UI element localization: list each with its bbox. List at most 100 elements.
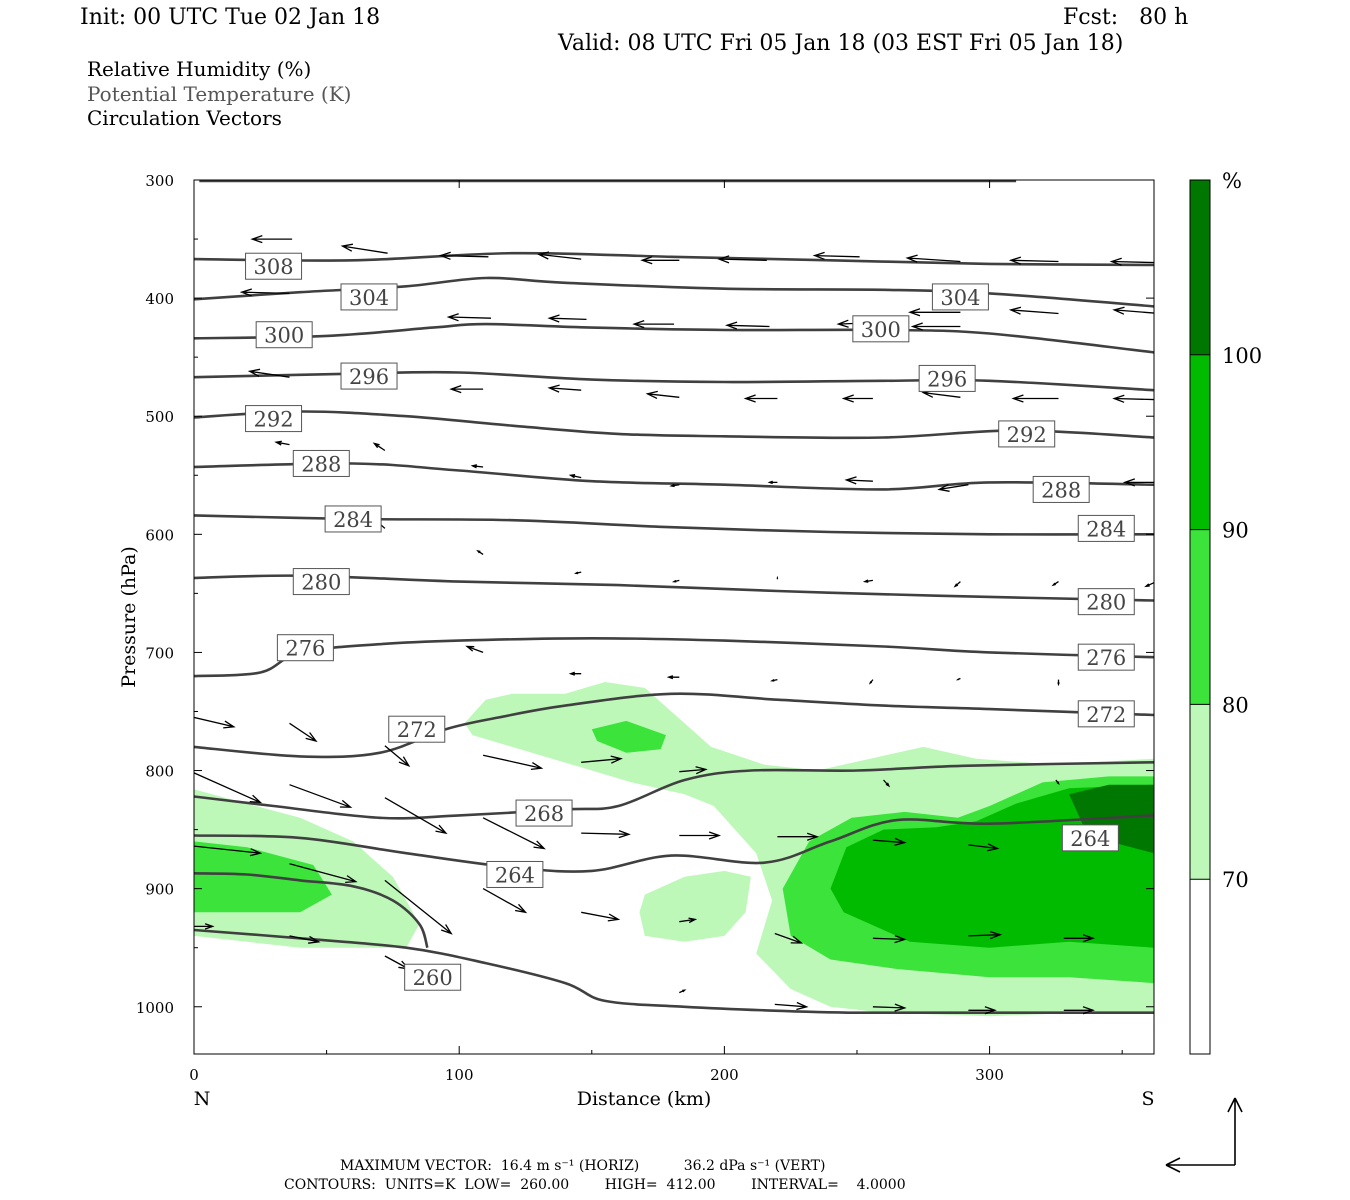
contour-label-box <box>292 449 350 477</box>
circulation-vector <box>547 314 587 323</box>
contour-label-280: 280 <box>292 568 350 596</box>
circulation-vector <box>953 581 961 588</box>
init-time: Init: 00 UTC Tue 02 Jan 18 <box>80 5 381 30</box>
circulation-vector <box>581 911 621 922</box>
circulation-vector <box>640 256 680 265</box>
contour-label-box <box>292 568 350 596</box>
circulation-vector <box>872 934 907 944</box>
colorbar-layer: 100 90 80 70% <box>1189 169 1262 1055</box>
circulation-vector <box>679 989 687 994</box>
y-tick-label: 1000 <box>136 999 174 1017</box>
circulation-vector <box>438 251 489 260</box>
max-vector-text: MAXIMUM VECTOR: 16.4 m s⁻¹ (HORIZ) 36.2 … <box>340 1158 826 1174</box>
circulation-vector <box>1055 779 1060 786</box>
circulation-vector <box>908 308 961 317</box>
contour-label-296: 296 <box>340 362 398 390</box>
contour-label-text: 280 <box>1086 591 1126 615</box>
circulation-vector <box>679 917 698 924</box>
contour-label-276: 276 <box>276 634 334 662</box>
circulation-vector <box>194 716 236 729</box>
contour-label-text: 292 <box>1007 423 1047 447</box>
theta-contour-292 <box>194 410 1154 440</box>
contour-label-box <box>340 362 398 390</box>
circulation-vector <box>384 879 453 935</box>
theta-contour-256 <box>194 928 1154 1015</box>
colorbar-segment <box>1190 354 1210 530</box>
circulation-vector <box>777 832 820 841</box>
contour-label-text: 292 <box>254 408 294 432</box>
circulation-vector <box>340 243 388 254</box>
contour-label-box <box>1077 514 1135 542</box>
contour-label-text: 268 <box>524 802 564 826</box>
circulation-vector <box>581 829 631 839</box>
circulation-vector <box>812 251 860 260</box>
contour-label-272: 272 <box>388 715 446 743</box>
circulation-vector <box>645 390 680 399</box>
circulation-vector <box>482 817 546 850</box>
circulation-vector <box>449 384 484 394</box>
contour-label-292: 292 <box>998 420 1056 448</box>
contour-label-text: 264 <box>1070 827 1110 851</box>
circulation-vector <box>289 784 353 808</box>
colorbar-segment <box>1190 180 1210 355</box>
contour-label-box <box>1077 700 1135 728</box>
circulation-vector <box>669 483 680 488</box>
contour-label-text: 260 <box>413 966 453 990</box>
contour-label-308: 308 <box>245 252 303 280</box>
contour-label-box <box>388 715 446 743</box>
contour-label-288: 288 <box>292 449 350 477</box>
x-tick-label: 0 <box>189 1066 199 1084</box>
contour-label-text: 288 <box>1041 478 1081 502</box>
circulation-vector <box>547 384 582 393</box>
contour-label-text: 276 <box>285 637 325 661</box>
circulation-vector <box>568 671 582 676</box>
contour-label-text: 308 <box>254 255 294 279</box>
y-tick-label: 600 <box>145 526 174 544</box>
circulation-vector <box>743 394 778 403</box>
colorbar-segment <box>1190 704 1210 880</box>
circulation-vector <box>905 254 961 263</box>
contour-label-284: 284 <box>1077 514 1135 542</box>
contour-label-276: 276 <box>1077 643 1135 671</box>
contour-label-box <box>1061 824 1119 852</box>
colorbar-label: 100 <box>1222 344 1262 368</box>
circulation-vector <box>1008 256 1059 265</box>
circulation-vector <box>937 483 969 492</box>
circulation-vector <box>679 831 722 840</box>
circulation-vector <box>725 321 770 330</box>
contour-label-box <box>931 283 989 311</box>
circulation-vector <box>250 234 293 244</box>
legend-vectors: Circulation Vectors <box>87 106 282 130</box>
circulation-vector <box>384 745 411 768</box>
circulation-vector <box>770 678 778 682</box>
circulation-vector <box>910 322 961 331</box>
forecast-hour: Fcst: 80 h <box>1063 5 1189 30</box>
circulation-vector <box>968 843 1000 852</box>
theta-contour-260 <box>194 872 429 949</box>
y-tick-label: 300 <box>145 172 174 190</box>
circulation-vector <box>868 679 874 685</box>
contour-label-268: 268 <box>515 799 573 827</box>
circulation-vector <box>465 645 484 654</box>
circulation-vector <box>482 754 544 771</box>
contour-label-text: 280 <box>301 571 341 595</box>
contour-label-box <box>404 963 462 991</box>
contour-label-272: 272 <box>1077 700 1135 728</box>
contour-label-box <box>852 315 910 343</box>
contour-label-264: 264 <box>1061 824 1119 852</box>
contour-label-text: 296 <box>349 365 389 389</box>
circulation-vector <box>671 579 680 583</box>
circulation-vector <box>632 319 674 329</box>
x-tick-label: 200 <box>710 1066 739 1084</box>
contour-label-box <box>486 860 544 888</box>
circulation-vector <box>1011 394 1059 403</box>
contour-label-296: 296 <box>918 364 976 392</box>
circulation-vector <box>476 549 484 555</box>
circulation-vector <box>666 675 680 680</box>
contour-label-264: 264 <box>486 860 544 888</box>
contour-label-box <box>255 321 313 349</box>
theta-contour-276 <box>194 636 1154 678</box>
contour-label-text: 272 <box>1086 703 1126 727</box>
circulation-vector <box>289 722 318 743</box>
circulation-vector <box>774 1001 809 1011</box>
